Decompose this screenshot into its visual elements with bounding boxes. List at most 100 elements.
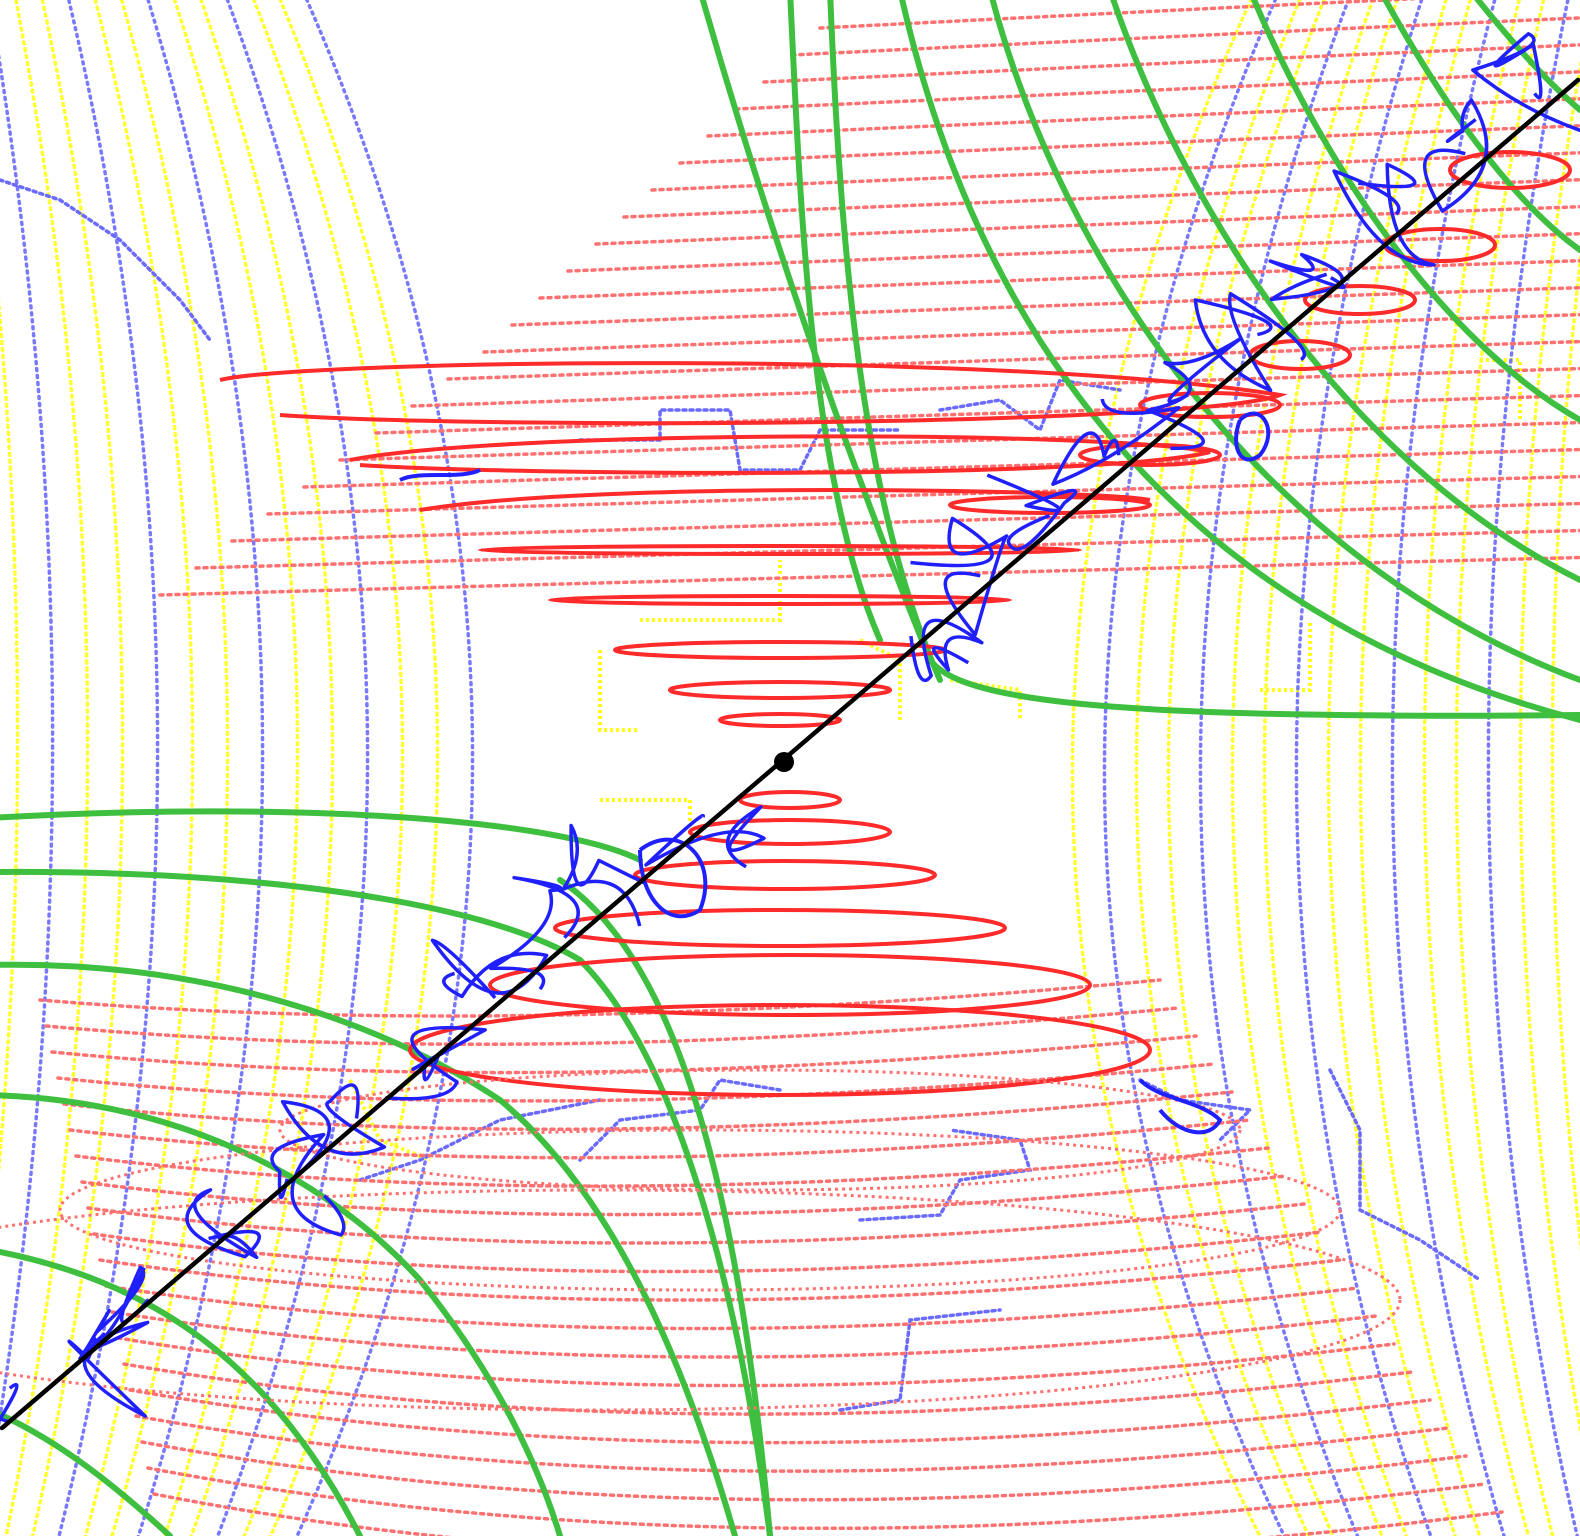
blue-contour <box>1471 32 1580 133</box>
yellow-block-outline <box>1260 620 1312 692</box>
yellow-arc-left <box>162 0 300 1536</box>
red-ring <box>738 790 842 810</box>
red-ring <box>633 859 937 891</box>
red-ring-faded <box>374 393 1580 435</box>
blue-contour-faded <box>1328 1068 1482 1282</box>
red-ring-faded <box>158 555 1580 597</box>
red-ring <box>488 953 1092 1017</box>
blue-contour-faded <box>358 1098 602 1182</box>
yellow-arc-left <box>4 0 90 1536</box>
red-ring <box>219 361 1288 426</box>
green-curve <box>787 0 883 643</box>
blue-contour <box>0 1382 19 1423</box>
red-ring-faded <box>510 285 1580 327</box>
yellow-arc-left <box>295 0 475 1536</box>
red-ring-faded <box>104 1284 1360 1331</box>
red-ring-faded <box>410 366 1580 408</box>
red-ring <box>0 1188 1402 1412</box>
red-ring-faded <box>134 1414 1450 1473</box>
yellow-arc-right <box>1358 0 1482 1536</box>
yellow-arc-right <box>1230 0 1384 1536</box>
blue-contour <box>399 468 481 482</box>
green-curve <box>0 808 643 863</box>
red-ring <box>408 1003 1152 1097</box>
blue-contour <box>1138 1078 1223 1135</box>
red-ring-faded <box>338 420 1580 462</box>
blue-contour-faded <box>838 1308 1002 1412</box>
red-ring-faded <box>230 501 1580 543</box>
center-marker <box>774 752 794 772</box>
red-ring-faded <box>44 1006 1180 1047</box>
yellow-arc-right <box>1422 0 1531 1536</box>
green-curve <box>989 0 1580 683</box>
red-ring-faded <box>110 1310 1378 1359</box>
blue-contour <box>270 1132 346 1237</box>
red-ring-faded <box>146 1466 1486 1531</box>
blue-contour <box>986 473 1078 551</box>
red-ring <box>278 1068 1242 1192</box>
blue-contour <box>1422 98 1489 213</box>
yellow-arc-left <box>242 0 405 1536</box>
blue-contour-faded <box>1138 1078 1254 1142</box>
green-curve <box>0 961 738 1536</box>
yellow-block-outline <box>600 798 692 830</box>
red-ring-faded <box>80 1174 1288 1217</box>
red-ring-faded <box>152 1492 1504 1536</box>
blue-contour-faded <box>0 178 212 342</box>
blue-contour <box>1332 162 1436 267</box>
red-ring-faded <box>116 1336 1396 1388</box>
blue-contour <box>1193 291 1307 393</box>
yellow-block-outline <box>348 1079 431 1162</box>
yellow-arc-left <box>136 0 265 1536</box>
yellow-arc-left <box>189 0 335 1536</box>
red-ring <box>478 544 1082 556</box>
green-curve <box>699 0 1580 719</box>
yellow-arc-right <box>1518 58 1580 1436</box>
yellow-arc-right <box>1262 0 1409 1536</box>
red-ring <box>1303 284 1417 316</box>
yellow-arc-right <box>1102 0 1287 1536</box>
red-ring <box>688 818 892 846</box>
blue-contour <box>644 805 766 869</box>
red-ring-faded <box>762 43 1580 84</box>
green-curve <box>557 877 773 1536</box>
red-ring <box>58 1128 1342 1292</box>
yellow-arc-left <box>0 53 55 1428</box>
red-ring <box>349 434 1211 475</box>
yellow-arc-right <box>1454 0 1555 1536</box>
yellow-arc-left <box>0 298 20 1175</box>
green-curve <box>1382 0 1580 253</box>
blue-contour-group <box>0 32 1580 1423</box>
yellow-arc-right <box>1070 0 1262 1536</box>
red-ring-faded <box>482 312 1580 354</box>
green-curve <box>827 0 943 683</box>
blue-contour <box>385 1025 487 1101</box>
yellow-arc-right <box>1198 0 1360 1536</box>
blue-contour-faded <box>858 1128 1033 1222</box>
blue-contour <box>909 618 984 683</box>
blue-contour <box>1268 252 1346 302</box>
yellow-arc-right <box>1294 0 1433 1536</box>
red-ring-faded <box>734 70 1580 111</box>
red-ring-faded <box>302 447 1580 489</box>
red-ring <box>668 680 892 700</box>
yellow-block-outline <box>598 650 640 732</box>
green-curve <box>0 1411 173 1536</box>
red-ring-group <box>0 150 1572 1412</box>
yellow-arc-right <box>1390 0 1506 1536</box>
red-ring-faded <box>566 231 1580 273</box>
blue-contour <box>185 1188 262 1260</box>
axis-line-group <box>0 77 1580 1431</box>
green-curve <box>899 0 1580 723</box>
blue-contour <box>280 1083 387 1179</box>
blue-contour <box>488 875 580 991</box>
red-ring-faded <box>128 1388 1432 1445</box>
red-ring-faded <box>594 204 1580 246</box>
red-ring-faded <box>266 474 1580 516</box>
yellow-arc-left <box>83 0 195 1536</box>
red-ring-faded <box>62 1090 1234 1132</box>
